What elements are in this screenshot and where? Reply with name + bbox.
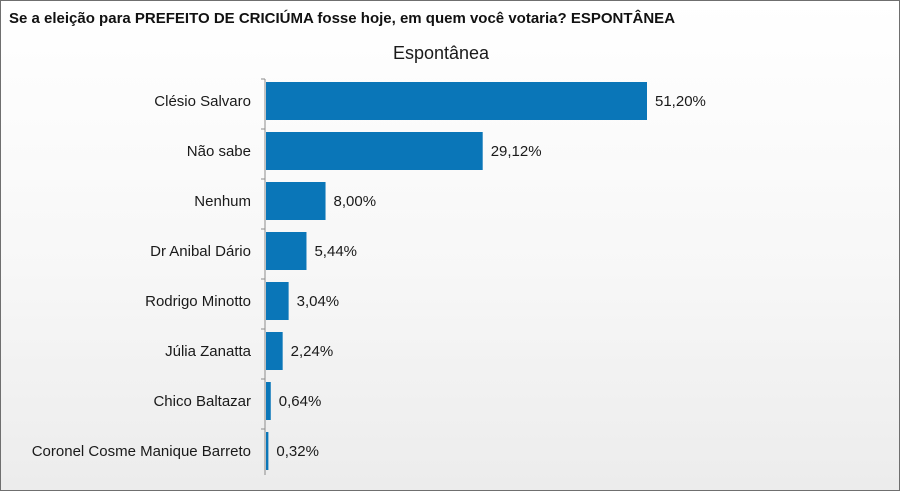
value-label: 0,64% — [279, 393, 322, 410]
value-label: 2,24% — [291, 343, 334, 360]
value-label: 51,20% — [655, 93, 706, 110]
chart-title: Espontânea — [392, 43, 490, 63]
bar — [266, 182, 326, 220]
category-label: Rodrigo Minotto — [145, 293, 251, 310]
category-label: Chico Baltazar — [153, 393, 251, 410]
category-label: Clésio Salvaro — [154, 93, 251, 110]
value-label: 29,12% — [491, 143, 542, 160]
bar — [266, 82, 647, 120]
category-label: Júlia Zanatta — [165, 343, 252, 360]
category-label: Dr Anibal Dário — [150, 243, 251, 260]
category-label: Nenhum — [194, 193, 251, 210]
category-label: Coronel Cosme Manique Barreto — [32, 443, 251, 460]
value-label: 8,00% — [334, 193, 377, 210]
value-label: 0,32% — [276, 443, 319, 460]
value-label: 3,04% — [297, 293, 340, 310]
bar — [266, 432, 269, 470]
question-title: Se a eleição para PREFEITO DE CRICIÚMA f… — [9, 10, 676, 27]
bar — [266, 282, 289, 320]
bar — [266, 382, 271, 420]
value-label: 5,44% — [314, 243, 357, 260]
bar — [266, 132, 483, 170]
category-label: Não sabe — [187, 143, 251, 160]
bar — [266, 332, 283, 370]
bar — [266, 232, 307, 270]
